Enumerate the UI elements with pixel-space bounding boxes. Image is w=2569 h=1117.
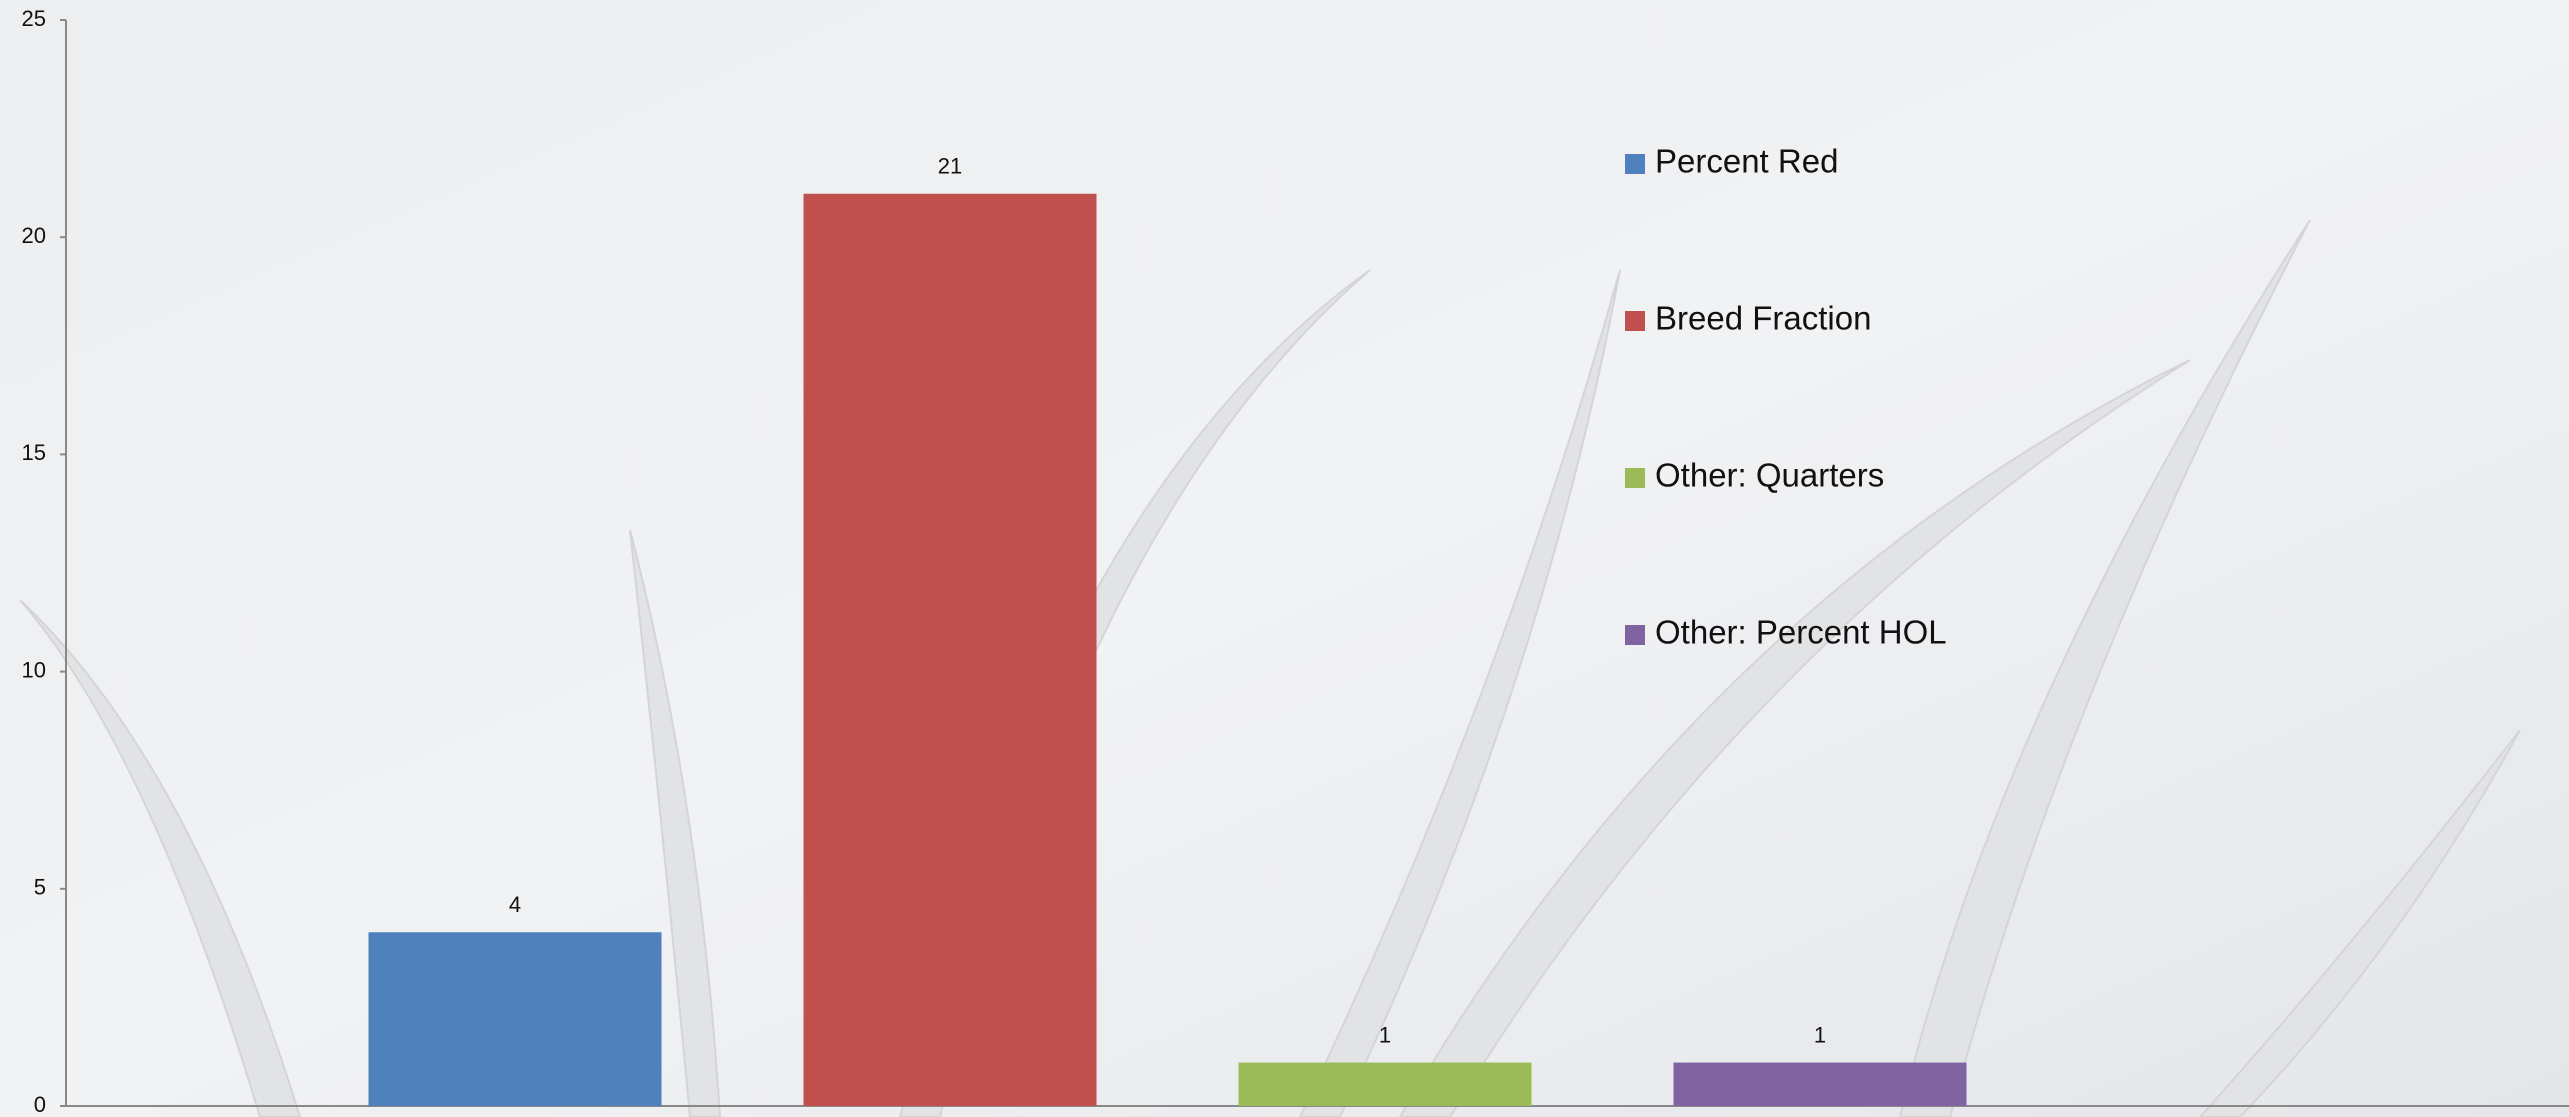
value-label: 1 [1814,1022,1826,1047]
bar [1238,1062,1532,1106]
y-tick-label: 25 [22,6,46,31]
bar [803,193,1097,1106]
legend-label: Other: Percent HOL [1655,614,1947,651]
y-tick-label: 0 [34,1092,46,1117]
legend-swatch [1625,154,1645,174]
legend-label: Percent Red [1655,143,1838,180]
y-tick-label: 5 [34,875,46,900]
legend-label: Breed Fraction [1655,300,1871,337]
value-label: 1 [1379,1022,1391,1047]
legend-label: Other: Quarters [1655,457,1884,494]
bar [368,932,662,1106]
y-tick-label: 15 [22,440,46,465]
bar [1673,1062,1967,1106]
y-tick-label: 10 [22,657,46,682]
legend-swatch [1625,625,1645,645]
y-tick-label: 20 [22,223,46,248]
value-label: 21 [938,154,962,179]
legend-swatch [1625,468,1645,488]
value-label: 4 [509,892,521,917]
legend-swatch [1625,311,1645,331]
